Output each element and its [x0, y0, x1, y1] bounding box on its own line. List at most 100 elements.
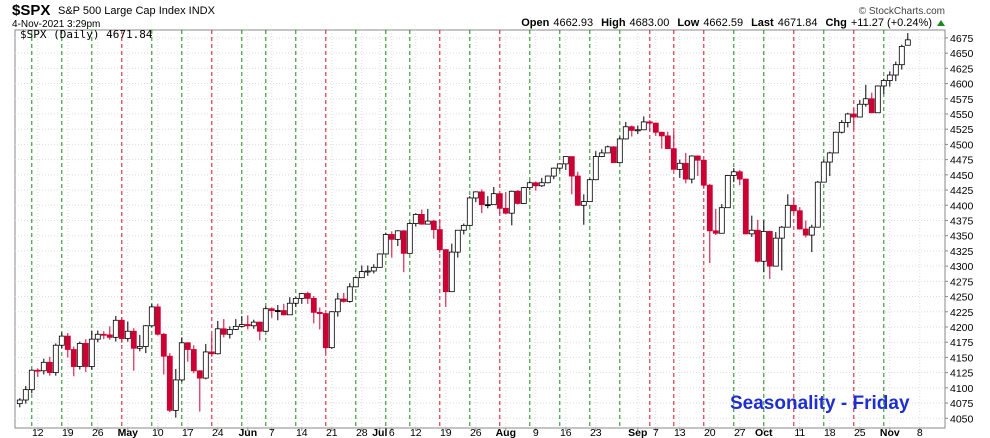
- candle-body: [628, 126, 635, 131]
- candle-body: [286, 302, 293, 316]
- candle-body: [610, 146, 617, 164]
- candle-body: [190, 349, 197, 372]
- candle-body: [592, 156, 599, 181]
- y-tick-label: 4100: [950, 383, 974, 395]
- candle-body: [118, 319, 125, 339]
- candle-body: [358, 271, 365, 279]
- x-tick-label: 26: [470, 427, 482, 438]
- candle-body: [376, 253, 383, 268]
- candle-body: [208, 351, 215, 355]
- candle-body: [682, 162, 689, 180]
- candle-body: [484, 204, 491, 207]
- x-tick-label: Jul: [372, 427, 387, 438]
- x-tick-label: 7: [653, 427, 659, 438]
- candle-body: [232, 325, 239, 330]
- candle-body: [742, 178, 749, 235]
- candle-body: [268, 308, 275, 311]
- candle-body: [496, 193, 503, 209]
- candle-body: [142, 325, 149, 347]
- annotation: Seasonality - Friday: [730, 393, 910, 414]
- candle-body: [814, 181, 821, 228]
- candle-body: [382, 234, 389, 255]
- y-tick-label: 4500: [950, 139, 974, 151]
- candle-body: [772, 237, 779, 267]
- candle-body: [502, 207, 509, 214]
- x-tick-label: 23: [590, 427, 602, 438]
- candle-body: [388, 234, 395, 240]
- x-tick-label: 12: [32, 427, 44, 438]
- candle-body: [850, 113, 857, 118]
- candle-body: [886, 74, 893, 81]
- candle-body: [334, 298, 341, 313]
- candle-body: [214, 328, 221, 355]
- candle-body: [736, 171, 743, 180]
- candle-body: [424, 220, 431, 225]
- candle-body: [316, 311, 323, 314]
- candle-body: [94, 333, 101, 340]
- y-tick-label: 4475: [950, 155, 974, 167]
- candle-body: [688, 155, 695, 180]
- candle-body: [202, 351, 209, 379]
- quote-label: Low: [677, 17, 699, 29]
- candle-body: [346, 286, 353, 302]
- candle-body: [22, 389, 29, 401]
- candle-body: [670, 148, 677, 170]
- plot-frame: [14, 29, 946, 429]
- x-tick-label: 10: [152, 427, 164, 438]
- candle-body: [724, 175, 731, 209]
- y-tick-label: 4200: [950, 322, 974, 334]
- x-tick-label: 13: [674, 427, 686, 438]
- quote-value: 4683.00: [630, 17, 670, 29]
- candle-body: [514, 190, 521, 204]
- quote-label: Chg: [825, 17, 846, 29]
- candle-body: [418, 213, 425, 225]
- candle-body: [868, 98, 875, 114]
- candle-body: [538, 182, 545, 187]
- x-tick-label: 9: [533, 427, 539, 438]
- candle-body: [760, 231, 767, 262]
- candle-body: [442, 249, 449, 293]
- candle-body: [574, 175, 581, 206]
- candle-body: [40, 361, 47, 372]
- candle-body: [640, 121, 647, 131]
- legend: $SPX (Daily) 4671.84: [20, 28, 153, 41]
- candle-body: [892, 64, 899, 76]
- candle-body: [778, 226, 785, 239]
- candle-body: [820, 161, 827, 183]
- candle-body: [622, 126, 629, 140]
- candle-body: [652, 122, 659, 133]
- candle-body: [58, 335, 65, 346]
- quote-label: High: [601, 17, 626, 29]
- quote-value: 4662.93: [553, 17, 593, 29]
- y-tick-label: 4175: [950, 337, 974, 349]
- candle-body: [604, 146, 611, 154]
- candle-body: [70, 349, 77, 367]
- y-tick-label: 4550: [950, 109, 974, 121]
- candle-body: [82, 343, 89, 367]
- candle-body: [748, 229, 755, 235]
- y-tick-label: 4275: [950, 276, 974, 288]
- candle-body: [544, 175, 551, 184]
- candle-body: [634, 129, 641, 132]
- candle-body: [436, 229, 443, 251]
- candle-body: [310, 297, 317, 313]
- candle-body: [700, 159, 707, 186]
- candle-body: [796, 210, 803, 230]
- x-tick-label: 6: [389, 427, 395, 438]
- x-tick-label: 21: [326, 427, 338, 438]
- candle-body: [880, 80, 887, 87]
- candle-body: [808, 226, 815, 236]
- candle-body: [802, 228, 809, 236]
- y-tick-label: 4375: [950, 215, 974, 227]
- candle-body: [826, 152, 833, 163]
- candle-body: [106, 334, 113, 338]
- candle-body: [196, 370, 203, 379]
- x-tick-label: Sep: [628, 427, 647, 438]
- candle-body: [130, 330, 137, 349]
- candle-body: [394, 230, 401, 240]
- x-tick-label: 8: [917, 427, 923, 438]
- y-tick-label: 4150: [950, 352, 974, 364]
- candle-body: [448, 251, 455, 293]
- candle-body: [862, 98, 869, 105]
